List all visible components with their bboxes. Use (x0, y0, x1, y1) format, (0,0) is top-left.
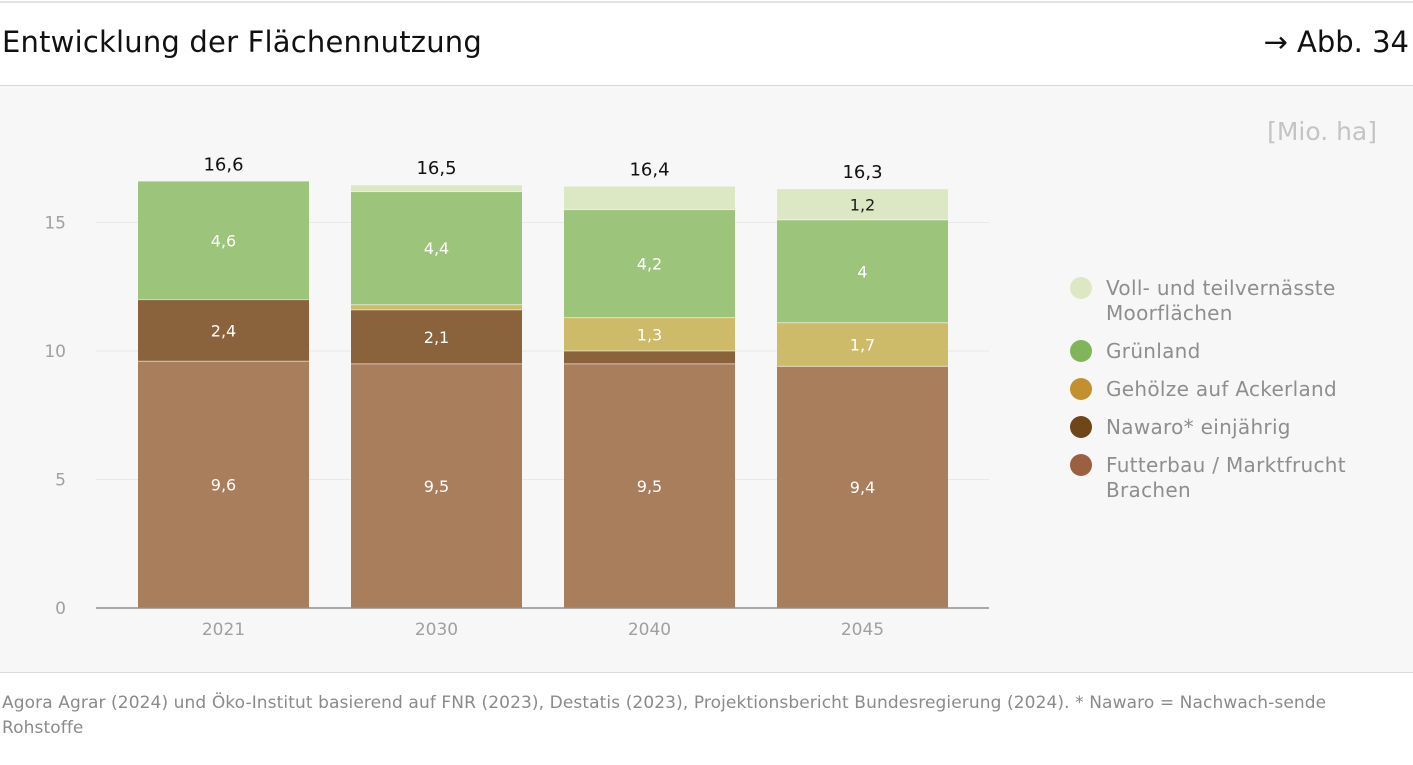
x-tick-label: 2040 (628, 620, 671, 640)
y-tick-label: 15 (44, 214, 66, 234)
total-label: 16,3 (842, 162, 882, 183)
unit-label: [Mio. ha] (1267, 117, 1377, 146)
legend-item: Nawaro* einjährig (1068, 415, 1388, 440)
bar-segment (351, 185, 522, 192)
top-rule (0, 1, 1413, 3)
legend-item: Gehölze auf Ackerland (1068, 377, 1388, 402)
legend-swatch-icon (1070, 454, 1092, 476)
y-tick-label: 10 (44, 342, 66, 362)
data-label: 4 (857, 262, 867, 281)
y-tick-label: 5 (55, 471, 66, 491)
bar-segment (564, 363, 735, 608)
bar-segment (564, 186, 735, 210)
x-tick-label: 2021 (202, 620, 245, 640)
legend-swatch-icon (1070, 378, 1092, 400)
figure-reference: → Abb. 34 (1263, 25, 1409, 59)
data-label: 9,5 (637, 477, 662, 496)
legend-item: Voll- und teilvernässte Moorflächen (1068, 276, 1388, 326)
legend-label: Grünland (1106, 339, 1201, 363)
bar-segment (777, 322, 948, 367)
data-label: 2,4 (211, 321, 236, 340)
bar-segment (351, 191, 522, 305)
bar-segment (351, 363, 522, 608)
data-label: 1,3 (637, 325, 662, 344)
data-label: 4,6 (211, 231, 236, 250)
bar-segment (564, 351, 735, 364)
legend-label: Nawaro* einjährig (1106, 415, 1291, 439)
data-label: 9,6 (211, 476, 236, 495)
source-note: Agora Agrar (2024) und Öko-Institut basi… (2, 693, 1327, 738)
bar-segment (138, 181, 309, 300)
bar-segment (138, 299, 309, 362)
x-tick-label: 2045 (841, 620, 884, 640)
legend-item: Grünland (1068, 339, 1388, 364)
legend-swatch-icon (1070, 340, 1092, 362)
data-label: 2,1 (424, 328, 449, 347)
stacked-bar-chart: 0 5 10 15 9,6 2,4 4,6 16,6 2021 9,5 2,1 4,4 16,5 2030… (44, 154, 989, 640)
bar-segment (564, 317, 735, 351)
bar-segment (351, 304, 522, 310)
y-tick-label: 0 (55, 599, 66, 619)
chart-panel: [Mio. ha] 0 5 10 15 9,6 2,4 4,6 16,6 2021 9,5 2,1 4… (0, 86, 1413, 673)
data-label: 1,7 (850, 336, 875, 355)
bar-segment (777, 366, 948, 608)
legend-swatch-icon (1070, 416, 1092, 438)
legend-label: Gehölze auf Ackerland (1106, 377, 1337, 401)
data-label: 1,2 (850, 196, 875, 215)
data-label: 4,2 (637, 255, 662, 274)
bar-segment (564, 209, 735, 318)
data-label: 9,4 (850, 478, 875, 497)
bar-segment (351, 309, 522, 364)
legend-item: Futterbau / Marktfrucht Brachen (1068, 453, 1388, 503)
bar-segment (138, 361, 309, 608)
total-label: 16,6 (203, 154, 243, 175)
bar-segment (777, 189, 948, 220)
data-label: 4,4 (424, 239, 449, 258)
legend-label: Futterbau / Marktfrucht Brachen (1106, 453, 1346, 502)
x-tick-label: 2030 (415, 620, 458, 640)
bar-segment (777, 219, 948, 323)
header: Entwicklung der Flächennutzung → Abb. 34 (0, 3, 1413, 86)
chart-title: Entwicklung der Flächennutzung (2, 25, 482, 59)
data-label: 9,5 (424, 477, 449, 496)
legend: Voll- und teilvernässte Moorflächen Grünl… (1068, 276, 1388, 516)
legend-swatch-icon (1070, 277, 1092, 299)
total-label: 16,4 (629, 160, 669, 181)
total-label: 16,5 (416, 158, 456, 179)
legend-label: Voll- und teilvernässte Moorflächen (1106, 276, 1336, 325)
